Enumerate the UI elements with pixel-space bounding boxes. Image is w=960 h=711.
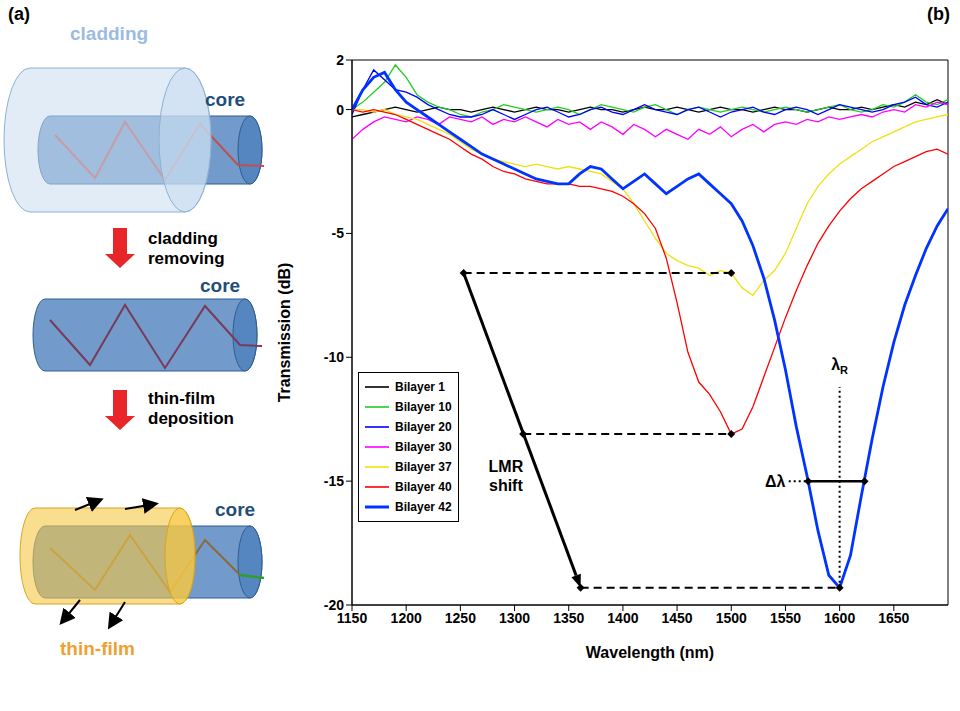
svg-text:-15: -15 (324, 473, 344, 489)
svg-text:1650: 1650 (878, 610, 909, 626)
svg-text:-5: -5 (332, 225, 345, 241)
svg-text:core: core (215, 499, 255, 520)
svg-text:λR: λR (831, 356, 848, 376)
svg-text:1250: 1250 (445, 610, 476, 626)
svg-text:deposition: deposition (148, 409, 234, 428)
svg-text:1400: 1400 (607, 610, 638, 626)
svg-text:1550: 1550 (770, 610, 801, 626)
html-text:Bilayer 42: Bilayer 42 (395, 500, 452, 514)
svg-text:removing: removing (148, 249, 225, 268)
svg-text:0: 0 (336, 102, 344, 118)
svg-text:1450: 1450 (662, 610, 693, 626)
html-text:(a): (a) (8, 4, 30, 24)
svg-text:1200: 1200 (391, 610, 422, 626)
svg-text:Wavelength (nm): Wavelength (nm) (586, 644, 714, 661)
svg-text:LMRshift: LMRshift (489, 458, 524, 494)
html-text:Bilayer 1: Bilayer 1 (395, 380, 445, 394)
html-text:Bilayer 30: Bilayer 30 (395, 440, 452, 454)
html-text:Bilayer 20: Bilayer 20 (395, 420, 452, 434)
svg-text:cladding: cladding (148, 229, 218, 248)
svg-text:cladding: cladding (70, 23, 148, 44)
svg-text:-10: -10 (324, 349, 344, 365)
svg-text:-20: -20 (324, 597, 344, 613)
svg-text:1600: 1600 (824, 610, 855, 626)
svg-text:core: core (205, 89, 245, 110)
svg-text:core: core (200, 275, 240, 296)
svg-text:thin-film: thin-film (148, 389, 215, 408)
html-text:Bilayer 37: Bilayer 37 (395, 460, 452, 474)
svg-text:1300: 1300 (499, 610, 530, 626)
svg-text:thin-film: thin-film (60, 638, 135, 659)
svg-text:1150: 1150 (336, 609, 368, 626)
html-text:Bilayer 40: Bilayer 40 (395, 480, 452, 494)
svg-text:Δλ: Δλ (765, 473, 786, 490)
svg-text:1350: 1350 (553, 610, 584, 626)
svg-text:2: 2 (336, 52, 344, 68)
html-text:Bilayer 10: Bilayer 10 (395, 400, 452, 414)
svg-text:1500: 1500 (716, 610, 747, 626)
svg-text:Transmission (dB): Transmission (dB) (276, 263, 293, 403)
html-text:(b): (b) (927, 4, 950, 24)
